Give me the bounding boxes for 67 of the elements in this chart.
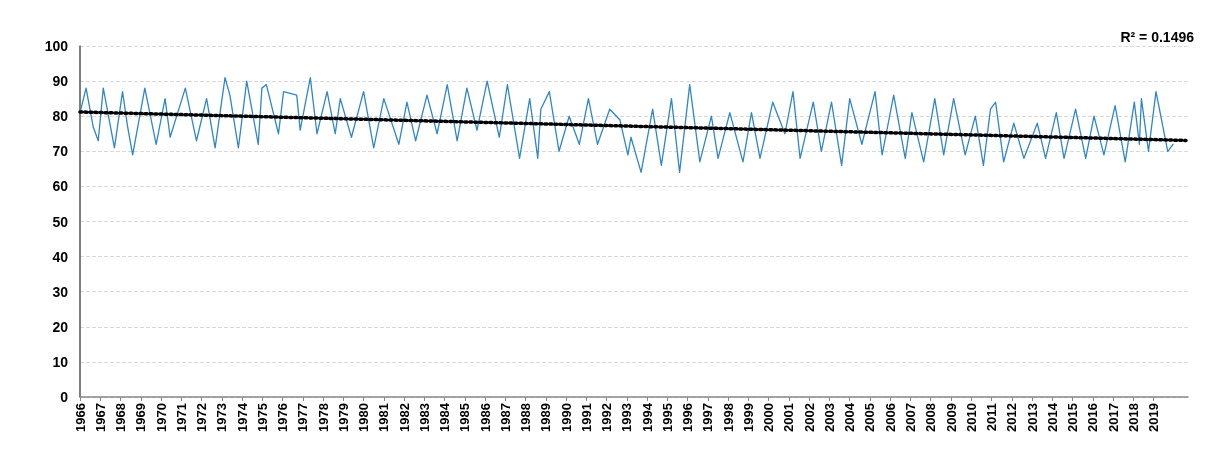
x-tick-label: 1984 (437, 402, 453, 432)
x-tick-label: 1981 (376, 403, 392, 432)
x-tick-label: 1987 (497, 403, 513, 432)
x-tick-label: 1975 (254, 403, 270, 432)
x-tick-label: 1968 (113, 403, 129, 432)
x-tick-label: 1966 (72, 403, 88, 432)
x-tick-label: 2011 (984, 403, 1000, 432)
y-tick-label: 10 (52, 353, 69, 370)
x-tick-label: 1971 (173, 403, 189, 432)
line-series (79, 76, 1174, 174)
y-tick-label: 100 (44, 38, 69, 54)
y-tick-label: 80 (52, 108, 69, 125)
x-tick-label: 2014 (1044, 402, 1060, 432)
x-tick-label: 1991 (578, 403, 594, 432)
y-tick-label: 20 (52, 318, 69, 335)
x-tick-label: 2015 (1065, 403, 1081, 432)
x-tick-label: 1970 (153, 403, 169, 432)
y-tick-label: 0 (60, 389, 69, 405)
x-tick-label: 1998 (720, 403, 736, 432)
x-tick-label: 2001 (781, 403, 797, 432)
x-tick-label: 1967 (92, 403, 108, 432)
x-tick-label: 2017 (1105, 403, 1121, 432)
x-tick-label: 1997 (700, 403, 716, 432)
x-tick-label: 1979 (335, 403, 351, 432)
x-tick-label: 1973 (214, 403, 230, 432)
x-tick-label: 1999 (740, 403, 756, 432)
x-tick-label: 1985 (457, 403, 473, 432)
x-tick-label: 2016 (1085, 403, 1101, 432)
x-tick-label: 1972 (194, 403, 210, 432)
x-tick-label: 1990 (558, 403, 574, 432)
x-tick-label: 2019 (1146, 403, 1162, 432)
x-tick-label: 2009 (943, 403, 959, 432)
x-tick-label: 2012 (1004, 403, 1020, 432)
x-tick-label: 1986 (477, 403, 493, 432)
x-tick-label: 1976 (275, 403, 291, 432)
y-tick-label: 50 (52, 213, 69, 230)
x-tick-label: 2002 (801, 403, 817, 432)
x-tick-label: 1988 (518, 403, 534, 432)
x-tick-label: 1992 (599, 403, 615, 432)
x-tick-label: 1977 (295, 403, 311, 432)
y-tick-label: 70 (52, 143, 69, 160)
x-tick-label: 2018 (1125, 403, 1141, 432)
x-tick-label: 1996 (680, 403, 696, 432)
x-tick-label: 2003 (821, 403, 837, 432)
x-tick-label: 2005 (862, 403, 878, 432)
x-tick-label: 1974 (234, 402, 250, 432)
y-tick-label: 30 (52, 283, 69, 300)
x-tick-label: 1994 (639, 402, 655, 432)
y-tick-label: 40 (52, 248, 69, 265)
x-tick-label: 1989 (538, 403, 554, 432)
x-tick-label: 2013 (1024, 403, 1040, 432)
x-tick-label: 1982 (396, 403, 412, 432)
x-tick-label: 2007 (902, 403, 918, 432)
x-tick-label: 1980 (356, 403, 372, 432)
x-tick-label: 1969 (133, 403, 149, 432)
x-tick-label: 2008 (923, 403, 939, 432)
text: R² = 0.1496 (1120, 29, 1195, 45)
y-tick-label: 90 (52, 73, 69, 90)
y-tick-label: 60 (52, 178, 69, 195)
x-tick-label: 2010 (963, 403, 979, 432)
x-tick-label: 1995 (659, 403, 675, 432)
x-tick-label: 1993 (619, 403, 635, 432)
x-tick-label: 2000 (761, 403, 777, 432)
x-tick-label: 2006 (882, 403, 898, 432)
x-tick-label: 2004 (842, 402, 858, 432)
x-tick-label: 1983 (416, 403, 432, 432)
x-tick-label: 1978 (315, 403, 331, 432)
